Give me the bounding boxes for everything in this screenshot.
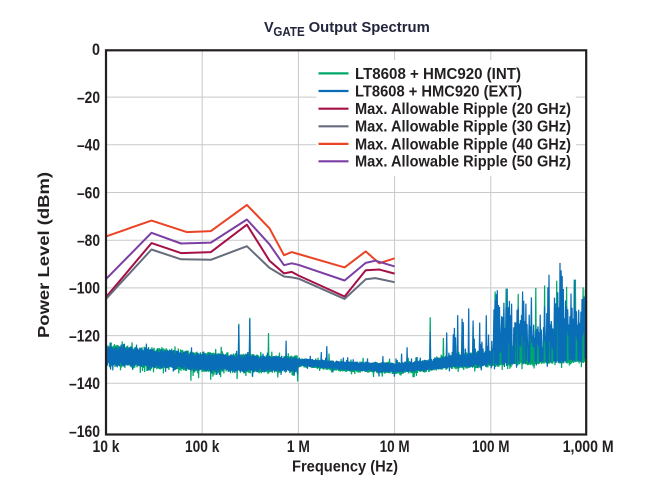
svg-text:LT8608 + HMC920 (EXT): LT8608 + HMC920 (EXT): [355, 83, 522, 100]
svg-text:Output Spectrum: Output Spectrum: [309, 20, 430, 36]
svg-text:LT8608 + HMC920 (INT): LT8608 + HMC920 (INT): [355, 66, 521, 83]
svg-text:Max. Allowable Ripple (50 GHz): Max. Allowable Ripple (50 GHz): [355, 154, 571, 171]
svg-text:–80: –80: [77, 232, 100, 250]
svg-text:10 M: 10 M: [380, 438, 410, 456]
svg-text:Max. Allowable Ripple (40 GHz): Max. Allowable Ripple (40 GHz): [355, 136, 571, 153]
svg-text:GATE: GATE: [273, 24, 305, 39]
svg-text:0: 0: [92, 41, 100, 59]
svg-text:10 k: 10 k: [93, 438, 121, 456]
svg-text:–40: –40: [77, 137, 100, 155]
svg-text:–60: –60: [77, 184, 100, 202]
svg-text:1,000 M: 1,000 M: [563, 438, 614, 456]
svg-text:–160: –160: [69, 423, 100, 441]
svg-text:–20: –20: [77, 89, 100, 107]
svg-text:100 M: 100 M: [472, 438, 510, 456]
svg-text:–100: –100: [69, 280, 100, 298]
svg-text:1 M: 1 M: [287, 438, 310, 456]
svg-text:100 k: 100 k: [185, 438, 220, 456]
svg-text:Max. Allowable Ripple (20 GHz): Max. Allowable Ripple (20 GHz): [355, 101, 571, 118]
svg-text:Power Level (dBm): Power Level (dBm): [36, 172, 53, 338]
svg-text:V: V: [264, 20, 274, 36]
svg-text:–140: –140: [69, 375, 100, 393]
svg-text:Max. Allowable Ripple (30 GHz): Max. Allowable Ripple (30 GHz): [355, 119, 571, 136]
svg-text:Frequency (Hz): Frequency (Hz): [292, 459, 398, 476]
svg-text:–120: –120: [69, 327, 100, 345]
